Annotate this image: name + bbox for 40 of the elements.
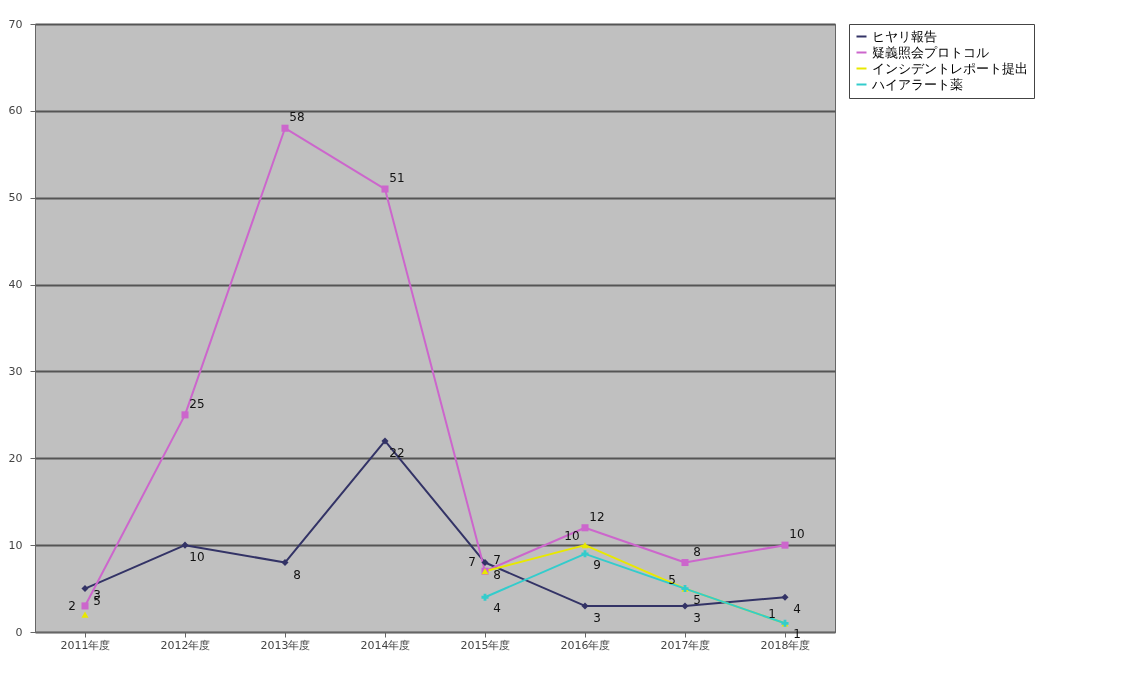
y-tick-label: 70 bbox=[8, 17, 23, 31]
data-label: 4 bbox=[493, 601, 501, 616]
data-label: 3 bbox=[693, 610, 701, 625]
data-label: 1 bbox=[768, 607, 776, 622]
x-tick-label: 2017年度 bbox=[660, 638, 711, 652]
y-tick-label: 60 bbox=[8, 104, 23, 118]
x-tick-label: 2011年度 bbox=[60, 638, 111, 652]
x-tick-label: 2014年度 bbox=[360, 638, 411, 652]
y-tick-label: 30 bbox=[8, 364, 23, 378]
data-label: 8 bbox=[293, 567, 301, 582]
x-tick-label: 2015年度 bbox=[460, 638, 511, 652]
data-label: 12 bbox=[589, 509, 605, 524]
data-label: 7 bbox=[493, 553, 501, 568]
data-label: 8 bbox=[693, 544, 701, 559]
data-label: 10 bbox=[789, 527, 805, 542]
legend-label: インシデントレポート提出 bbox=[872, 60, 1028, 76]
data-label: 10 bbox=[564, 529, 580, 544]
y-tick-label: 40 bbox=[8, 278, 23, 292]
data-label: 25 bbox=[189, 396, 205, 411]
y-tick-label: 20 bbox=[8, 451, 23, 465]
legend-label: 疑義照会プロトコル bbox=[872, 44, 989, 60]
legend-label: ハイアラート薬 bbox=[871, 76, 963, 92]
x-tick-label: 2013年度 bbox=[260, 638, 311, 652]
data-label: 7 bbox=[468, 555, 476, 570]
y-tick-label: 50 bbox=[8, 191, 23, 205]
x-tick-label: 2018年度 bbox=[760, 638, 811, 652]
data-label: 51 bbox=[389, 171, 405, 186]
y-tick-label: 0 bbox=[15, 625, 23, 639]
data-label: 10 bbox=[189, 550, 205, 565]
data-label: 5 bbox=[693, 592, 701, 607]
x-tick-label: 2012年度 bbox=[160, 638, 211, 652]
data-label: 9 bbox=[593, 557, 601, 572]
data-label: 4 bbox=[793, 602, 801, 617]
data-label: 58 bbox=[289, 110, 305, 125]
data-label: 3 bbox=[593, 610, 601, 625]
data-label: 2 bbox=[68, 598, 76, 613]
x-tick-label: 2016年度 bbox=[560, 638, 611, 652]
legend-label: ヒヤリ報告 bbox=[872, 28, 937, 44]
data-label: 8 bbox=[493, 567, 501, 582]
y-tick-label: 10 bbox=[8, 538, 23, 552]
